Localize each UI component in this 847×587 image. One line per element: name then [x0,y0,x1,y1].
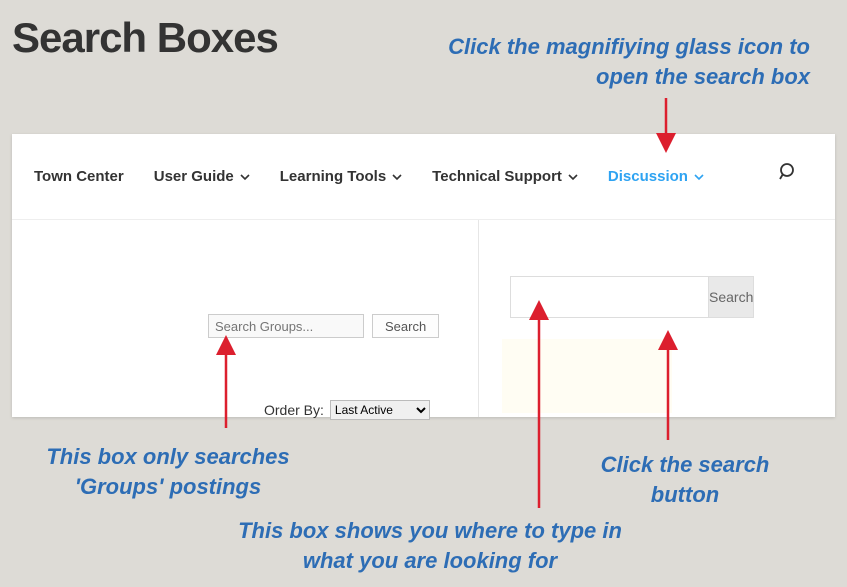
nav-label: User Guide [154,168,234,185]
nav-item-technical-support[interactable]: Technical Support [432,168,578,185]
main-search-input[interactable] [510,276,708,318]
highlight-box [502,339,672,413]
nav-item-learning-tools[interactable]: Learning Tools [280,168,402,185]
nav-item-discussion[interactable]: Discussion [608,168,704,185]
main-search-form: Search [510,276,700,318]
groups-search-input[interactable] [208,314,364,338]
main-search-button[interactable]: Search [708,276,754,318]
vertical-divider [478,220,479,417]
nav-label: Town Center [34,168,124,185]
ui-panel: Town Center User Guide Learning Tools Te… [12,134,835,417]
nav-label: Learning Tools [280,168,386,185]
panel-content: Search Order By: Last Active Search [12,220,835,417]
magnifying-glass-icon[interactable] [775,158,803,186]
annotation-top: Click the magnifiying glass icon to open… [430,32,810,91]
order-by: Order By: Last Active [264,400,430,420]
groups-search-form: Search [208,314,439,338]
annotation-left: This box only searches 'Groups' postings [28,442,308,501]
groups-search-button[interactable]: Search [372,314,439,338]
nav-label: Technical Support [432,168,562,185]
annotation-right: Click the search button [595,450,775,509]
order-by-select[interactable]: Last Active [330,400,430,420]
nav-label: Discussion [608,168,688,185]
chevron-down-icon [694,172,704,182]
chevron-down-icon [392,172,402,182]
navbar: Town Center User Guide Learning Tools Te… [12,134,835,220]
nav-item-user-guide[interactable]: User Guide [154,168,250,185]
annotation-bottom: This box shows you where to type in what… [230,516,630,575]
nav-item-town-center[interactable]: Town Center [34,168,124,185]
chevron-down-icon [568,172,578,182]
order-by-label: Order By: [264,402,324,418]
page-title: Search Boxes [12,14,278,62]
chevron-down-icon [240,172,250,182]
